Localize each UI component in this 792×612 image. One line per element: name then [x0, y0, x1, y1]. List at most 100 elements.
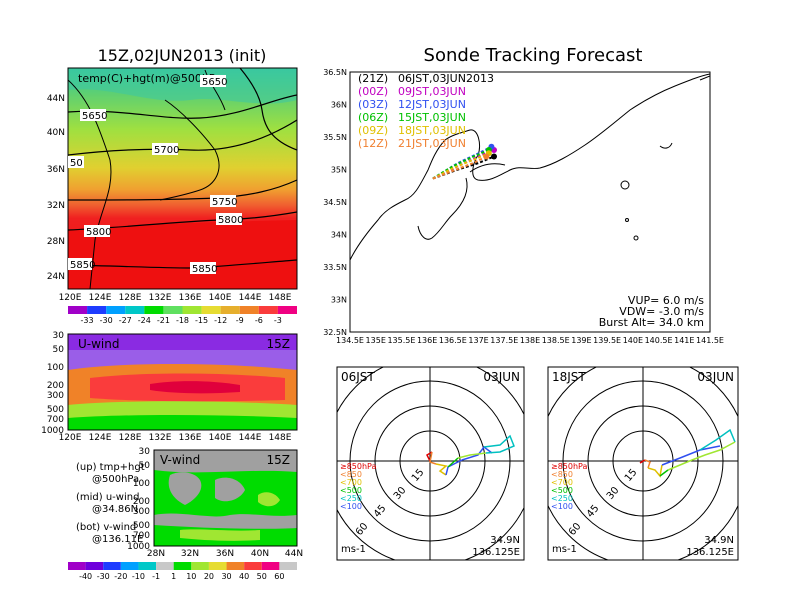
track-panel: 36.5N 36N 35.5N 35N 34.5N 34N 33.5N 33N 32.5N134… — [323, 68, 724, 345]
lat-tick: 44N — [47, 94, 65, 104]
vwind-y-tick: 300 — [133, 507, 150, 517]
colorbar-label: -21 — [157, 316, 170, 325]
uwind-x-tick: 128E — [119, 433, 142, 443]
ring-label: 15 — [410, 467, 427, 484]
colorbar-label: 30 — [221, 572, 231, 581]
hodo-lon: 136.125E — [686, 547, 734, 558]
colorbar-label: 40 — [239, 572, 249, 581]
track-lon-tick: 141E — [674, 336, 694, 345]
note-line: (mid) u-wind — [76, 492, 139, 503]
uwind-x-tick: 148E — [269, 433, 292, 443]
vwind-x-tick: 40N — [251, 549, 269, 559]
lon-tick: 144E — [239, 293, 262, 303]
lat-tick: 32N — [47, 201, 65, 211]
uwind-y-tick: 500 — [47, 405, 64, 415]
note-line: @136.11E — [92, 534, 143, 545]
colorbar-swatch — [106, 306, 126, 314]
level-label: <700 — [551, 478, 573, 487]
colorbar-swatch — [226, 562, 245, 570]
hodo-unit: ms-1 — [341, 544, 366, 555]
uwind-x-tick: 144E — [239, 433, 262, 443]
lat-tick: 36N — [47, 165, 65, 175]
track-legend-item: (12Z) — [358, 137, 388, 150]
level-label: <700 — [340, 478, 362, 487]
colorbar-swatch — [261, 562, 280, 570]
lon-tick: 148E — [269, 293, 292, 303]
lat-tick: 24N — [47, 272, 65, 282]
param-burst: Burst Alt= 34.0 km — [599, 316, 704, 329]
uwind-x-tick: 140E — [209, 433, 232, 443]
vwind-time: 15Z — [267, 453, 291, 467]
colorbar-swatch — [144, 306, 164, 314]
colorbar-label: 10 — [186, 572, 196, 581]
level-label: <100 — [551, 502, 573, 511]
vwind-y-tick: 1000 — [127, 542, 150, 552]
track-lon-tick: 140.5E — [645, 336, 673, 345]
colorbar-swatch — [156, 562, 174, 570]
contour-label: 5700 — [154, 145, 179, 156]
track-lon-tick: 141.5E — [696, 336, 724, 345]
track-lat-tick: 32.5N — [323, 328, 347, 337]
hodograph-18jst: 18JST 03JUN 34.9N 136.125E ms-1 15 30 45… — [547, 366, 739, 561]
uwind-panel: U-wind 15Z 30 50 100 200 300 500 700 100… — [41, 331, 298, 443]
track-legend-item: (00Z) — [358, 85, 388, 98]
uwind-y-tick: 30 — [53, 331, 65, 341]
uwind-y-tick: 200 — [47, 381, 64, 391]
track-lon-tick: 138E — [520, 336, 540, 345]
track-legend-item: 12JST,03JUN — [398, 98, 466, 111]
track-lon-tick: 135.5E — [387, 336, 415, 345]
track-legend-item: (06Z) — [358, 111, 388, 124]
track-lat-tick: 35N — [331, 166, 347, 175]
track-lon-tick: 136.5E — [439, 336, 467, 345]
track-ticks: 36.5N 36N 35.5N 35N 34.5N 34N 33.5N 33N 32.5N134… — [323, 68, 724, 345]
track-lat-tick: 35.5N — [323, 133, 347, 142]
colorbar-label: -15 — [195, 316, 208, 325]
hodo-lat: 34.9N — [704, 535, 734, 546]
colorbar-label: -30 — [97, 572, 110, 581]
colorbar-label: -9 — [236, 316, 244, 325]
uwind-y-tick: 1000 — [41, 426, 64, 436]
contour-label: 5800 — [86, 227, 111, 238]
vwind-x-tick: 32N — [181, 549, 199, 559]
level-label: <850 — [551, 470, 573, 479]
param-vdw: VDW= -3.0 m/s — [619, 305, 704, 318]
note-line: (bot) v-wind — [76, 522, 136, 533]
vwind-x-tick: 28N — [147, 549, 165, 559]
level-label: <250 — [340, 494, 362, 503]
track-legend-item: 06JST,03JUN2013 — [398, 72, 494, 85]
colorbar-label: 50 — [257, 572, 267, 581]
track-lat-tick: 34N — [331, 231, 347, 240]
colorbar-swatch — [125, 306, 145, 314]
landing-point — [483, 153, 490, 160]
colorbar-swatch — [277, 306, 297, 314]
hodo-date: 03JUN — [483, 370, 520, 384]
colorbar-swatch — [244, 562, 262, 570]
ring-label: 45 — [372, 503, 389, 520]
hodo-lat: 34.9N — [490, 535, 520, 546]
map500-panel: temp(C)+hgt(m)@500hPa 5650 5650 5700 50 … — [47, 67, 298, 325]
contour-label: 5800 — [218, 215, 243, 226]
colorbar-swatch — [182, 306, 202, 314]
vwind-y-tick: 200 — [133, 497, 150, 507]
uwind-y-tick: 300 — [47, 391, 64, 401]
colorbar-swatch — [85, 562, 104, 570]
contour-label: 50 — [70, 158, 83, 169]
vwind-x-tick: 44N — [285, 549, 303, 559]
track-lon-tick: 140E — [623, 336, 643, 345]
uwind-x-tick: 132E — [149, 433, 172, 443]
colorbar-swatch — [258, 306, 278, 314]
track-lat-tick: 33N — [331, 296, 347, 305]
track-lon-tick: 139.5E — [593, 336, 621, 345]
track-legend-item: 09JST,03JUN — [398, 85, 466, 98]
lon-tick: 132E — [149, 293, 172, 303]
hodo-time: 18JST — [552, 370, 586, 384]
hodo-date: 03JUN — [697, 370, 734, 384]
colorbar-swatch — [103, 562, 121, 570]
track-line — [432, 155, 487, 180]
track-lon-tick: 136E — [417, 336, 437, 345]
wind-colorbar: -40 -30 -20 -10 -1 1 10 20 30 40 50 60 — [68, 562, 297, 581]
landing-point — [491, 153, 497, 160]
uwind-y-tick: 50 — [53, 345, 65, 355]
level-label: <500 — [551, 486, 573, 495]
